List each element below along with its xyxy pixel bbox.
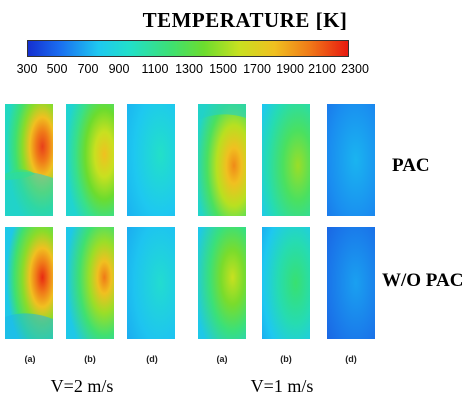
colorbar-tick: 1700 (243, 62, 271, 76)
contour-pac-1ms-d (327, 104, 375, 216)
panel-label: (a) (216, 354, 228, 364)
colorbar-tick: 1500 (209, 62, 237, 76)
colorbar-tick: 1100 (141, 62, 169, 76)
legend-title: TEMPERATURE [K] (142, 8, 348, 32)
panel-label: (d) (345, 354, 357, 364)
row-label-wopac: W/O PAC (382, 270, 464, 291)
panel-label: (b) (84, 354, 96, 364)
contour-wopac-2ms-d (127, 227, 175, 339)
colorbar-tick: 2300 (341, 62, 369, 76)
colorbar-tick: 500 (46, 62, 68, 76)
contour-pac-1ms-b (262, 104, 310, 216)
contour-wopac-1ms-a (198, 227, 246, 339)
contour-wopac-1ms-b (262, 227, 310, 339)
contour-wopac-2ms-a (5, 227, 53, 339)
contour-wopac-1ms-d (327, 227, 375, 339)
temperature-colorbar (27, 40, 349, 57)
colorbar-tick: 900 (108, 62, 130, 76)
panel-label: (a) (24, 354, 36, 364)
velocity-label-2ms: V=2 m/s (50, 376, 114, 396)
colorbar-tick: 2100 (308, 62, 336, 76)
colorbar-tick: 1900 (276, 62, 304, 76)
row-label-pac: PAC (392, 155, 430, 176)
contour-pac-2ms-b (66, 104, 114, 216)
panel-label: (b) (280, 354, 292, 364)
contour-pac-1ms-a (198, 104, 246, 216)
colorbar-tick: 300 (16, 62, 38, 76)
velocity-label-1ms: V=1 m/s (250, 376, 314, 396)
contour-pac-2ms-d (127, 104, 175, 216)
panel-label: (d) (146, 354, 158, 364)
contour-wopac-2ms-b (66, 227, 114, 339)
colorbar-ticks: 300 500 700 900 1100 1300 1500 1700 1900… (0, 62, 474, 78)
colorbar-tick: 700 (77, 62, 99, 76)
colorbar-tick: 1300 (175, 62, 203, 76)
contour-pac-2ms-a (5, 104, 53, 216)
